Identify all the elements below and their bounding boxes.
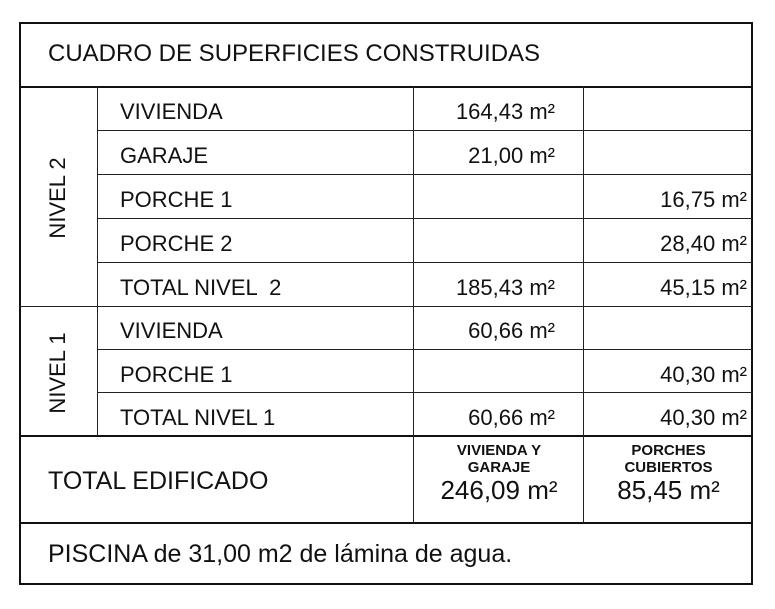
row-label: VIVIENDA [120,99,223,124]
row-label: TOTAL NIVEL 1 [120,405,276,430]
total-label: TOTAL EDIFICADO [48,467,269,495]
row-value-1: 60,66 m² [468,318,555,343]
row-value-2: 40,30 m² [660,362,747,387]
row-value-2: 16,75 m² [660,187,747,212]
divider [98,349,753,350]
pool-note: PISCINA de 31,00 m2 de lámina de agua. [48,540,513,568]
divider [19,435,753,437]
caption-line: GARAJE [467,459,531,476]
row-label: GARAJE [120,143,209,168]
row-value-2: 40,30 m² [660,405,747,430]
divider [413,86,414,523]
divider [98,174,753,175]
row-label: TOTAL NIVEL 2 [120,275,282,300]
row-label: PORCHE 2 [120,231,233,256]
divider [98,392,753,393]
caption-line: VIVIENDA Y [456,442,542,459]
row-value-1: 60,66 m² [468,405,555,430]
divider [98,262,753,263]
divider [97,86,98,436]
divider [98,218,753,219]
divider [19,306,753,307]
surface-table [19,22,753,585]
row-value-1: 185,43 m² [455,275,555,300]
divider [98,130,753,131]
level-label: NIVEL 2 [45,157,70,239]
row-value-2: 28,40 m² [660,231,747,256]
row-value-2: 45,15 m² [660,275,747,300]
total-caption-2: PORCHES CUBIERTOS 85,45 m² [584,442,753,505]
total-value-2: 85,45 m² [617,475,720,505]
level-label: NIVEL 1 [45,332,70,414]
divider [583,86,584,523]
total-value-1: 246,09 m² [440,475,558,505]
total-caption-1: VIVIENDA Y GARAJE 246,09 m² [414,442,584,505]
divider [19,86,753,88]
row-value-1: 21,00 m² [468,143,555,168]
table-title: CUADRO DE SUPERFICIES CONSTRUIDAS [48,40,541,67]
row-label: PORCHE 1 [120,187,233,212]
row-label: VIVIENDA [120,318,223,343]
divider [19,522,753,524]
row-label: PORCHE 1 [120,362,233,387]
caption-line: PORCHES [631,442,706,459]
row-value-1: 164,43 m² [455,99,555,124]
caption-line: CUBIERTOS [624,459,713,476]
